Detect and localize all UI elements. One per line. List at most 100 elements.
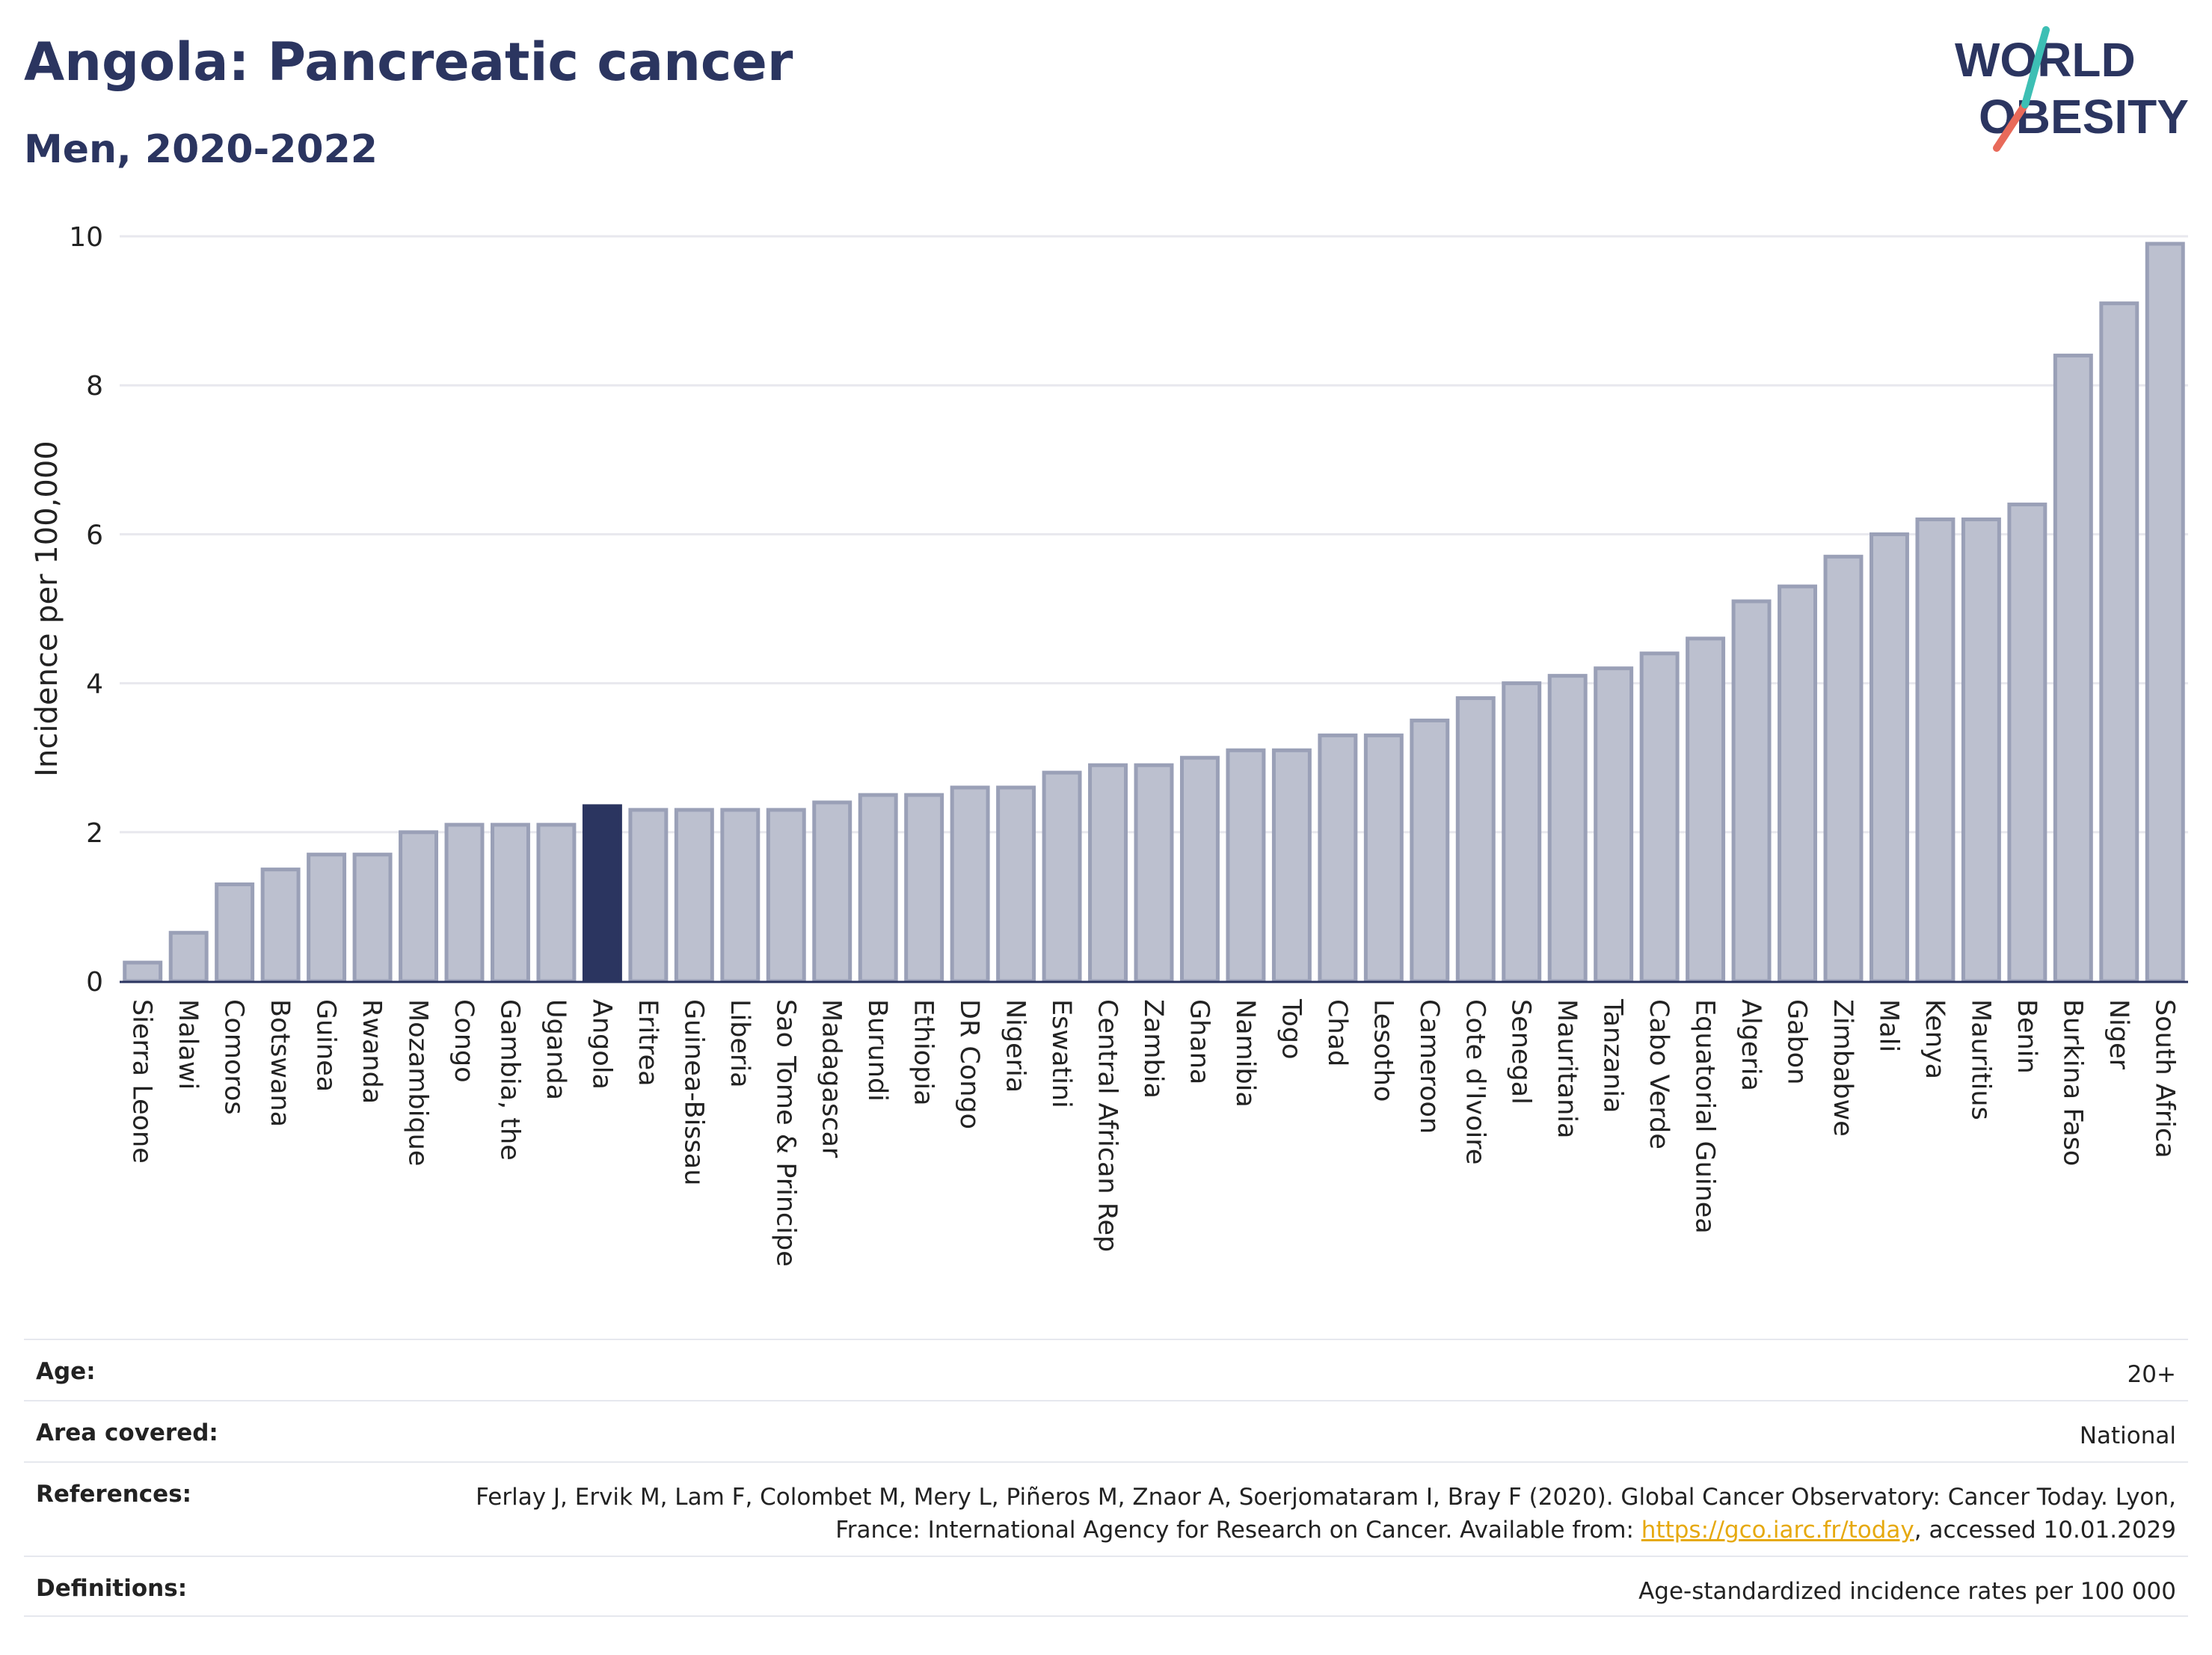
references-link[interactable]: https://gco.iarc.fr/today xyxy=(1641,1517,1914,1544)
x-tick-label: Ghana xyxy=(1184,999,1214,1084)
x-tick-label: Angola xyxy=(586,999,616,1090)
x-tick-label: Zambia xyxy=(1138,999,1168,1099)
x-tick-label: Mauritania xyxy=(1552,999,1582,1138)
meta-row-references: References: Ferlay J, Ervik M, Lam F, Co… xyxy=(24,1461,2188,1556)
bar xyxy=(1271,748,1312,983)
bar xyxy=(904,793,944,983)
definitions-label: Definitions: xyxy=(36,1575,188,1602)
bar xyxy=(352,853,393,983)
y-tick-label: 6 xyxy=(86,520,103,550)
bar xyxy=(2053,353,2093,983)
x-tick-label: Comoros xyxy=(219,999,249,1115)
x-tick-label: Botswana xyxy=(265,999,295,1127)
x-tick-label: Eswatini xyxy=(1046,999,1076,1108)
y-tick-label: 2 xyxy=(86,818,103,849)
bars xyxy=(123,242,2185,983)
x-tick-label: Congo xyxy=(449,999,479,1083)
bar xyxy=(1179,755,1220,983)
bar xyxy=(950,785,990,983)
bar xyxy=(628,808,669,983)
bar xyxy=(1088,763,1128,983)
y-tick-labels: 0 2 4 6 8 10 xyxy=(69,222,103,998)
page-title: Angola: Pancreatic cancer xyxy=(24,31,793,93)
x-tick-label: Gabon xyxy=(1782,999,1812,1084)
x-tick-label: Kenya xyxy=(1920,999,1950,1079)
x-tick-label: Central African Rep xyxy=(1093,999,1122,1252)
meta-row-age: Age: 20+ xyxy=(24,1339,2188,1400)
age-label: Age: xyxy=(36,1358,96,1385)
x-tick-label: Sierra Leone xyxy=(127,999,157,1164)
bar xyxy=(1502,681,1542,983)
x-tick-label: Uganda xyxy=(541,999,571,1100)
bar xyxy=(1915,517,1956,983)
x-tick-label: Guinea xyxy=(311,999,341,1092)
bar xyxy=(1594,666,1634,983)
x-tick-labels: Sierra Leone Malawi Comoros Botswana Guinea R… xyxy=(127,998,2180,1267)
bar xyxy=(307,853,347,983)
x-tick-label: Algeria xyxy=(1736,999,1766,1091)
bar xyxy=(123,960,163,983)
x-tick-label: Madagascar xyxy=(817,999,847,1158)
logo-slash-red xyxy=(1993,101,2029,152)
bar-highlighted xyxy=(582,804,622,983)
age-value: 20+ xyxy=(2127,1361,2176,1388)
references-value: Ferlay J, Ervik M, Lam F, Colombet M, Me… xyxy=(419,1481,2176,1556)
bar xyxy=(1042,770,1082,983)
bar-chart: 0 2 4 6 8 10 Sierra Leone Malawi Comoros Botswan… xyxy=(30,222,2188,1267)
x-tick-label: DR Congo xyxy=(954,999,984,1129)
y-tick-label: 10 xyxy=(69,222,103,253)
bar xyxy=(2007,503,2047,983)
bar xyxy=(720,808,761,983)
bar xyxy=(444,823,485,983)
bar xyxy=(996,785,1036,983)
logo-slash-teal xyxy=(2021,26,2050,108)
references-accessed: , accessed 10.01.2029 xyxy=(1914,1517,2176,1544)
x-tick-label: Lesotho xyxy=(1368,999,1398,1102)
bar xyxy=(766,808,806,983)
meta-row-area: Area covered: National xyxy=(24,1400,2188,1461)
bar xyxy=(812,800,852,983)
x-tick-label: Liberia xyxy=(725,999,755,1088)
x-tick-label: Cote d'Ivoire xyxy=(1460,999,1490,1164)
x-tick-label: Equatorial Guinea xyxy=(1690,999,1720,1234)
bar xyxy=(858,793,898,983)
bar xyxy=(1455,696,1496,983)
x-tick-label: Eritrea xyxy=(633,999,663,1087)
bar xyxy=(399,830,439,983)
x-tick-label: Burkina Faso xyxy=(2057,999,2087,1166)
references-text: Ferlay J, Ervik M, Lam F, Colombet M, Me… xyxy=(476,1484,2176,1544)
x-tick-label: South Africa xyxy=(2149,999,2179,1158)
x-tick-label: Cameroon xyxy=(1414,999,1444,1134)
x-tick-label: Togo xyxy=(1276,998,1306,1059)
x-tick-label: Guinea-Bissau xyxy=(678,999,708,1185)
bar xyxy=(1686,636,1726,983)
x-tick-label: Sao Tome & Principe xyxy=(770,999,800,1267)
x-tick-label: Rwanda xyxy=(357,999,387,1104)
x-tick-label: Tanzania xyxy=(1598,998,1628,1113)
bar xyxy=(260,868,301,983)
y-tick-label: 0 xyxy=(86,967,103,998)
x-tick-label: Burundi xyxy=(862,999,892,1102)
meta-row-definitions: Definitions: Age-standardized incidence … xyxy=(24,1556,2188,1617)
area-label: Area covered: xyxy=(36,1419,218,1446)
bar xyxy=(490,823,530,983)
bar xyxy=(1823,554,1864,983)
bar xyxy=(536,823,577,983)
bar xyxy=(1226,748,1266,983)
bar xyxy=(168,930,209,983)
x-tick-label: Namibia xyxy=(1230,999,1260,1108)
definitions-value: Age-standardized incidence rates per 100… xyxy=(1638,1578,2176,1605)
x-tick-label: Niger xyxy=(2104,999,2133,1070)
bar xyxy=(1731,599,1772,983)
x-tick-label: Chad xyxy=(1322,999,1352,1066)
x-tick-label: Gambia, the xyxy=(494,999,524,1161)
bar xyxy=(2099,301,2139,983)
bar xyxy=(1134,763,1174,983)
x-tick-label: Mozambique xyxy=(403,999,433,1166)
bar xyxy=(1410,718,1450,983)
bar xyxy=(1961,517,2001,983)
bar xyxy=(1778,584,1818,983)
bar xyxy=(2145,242,2185,983)
area-value: National xyxy=(2079,1422,2176,1449)
x-tick-label: Mauritius xyxy=(1965,999,1995,1120)
